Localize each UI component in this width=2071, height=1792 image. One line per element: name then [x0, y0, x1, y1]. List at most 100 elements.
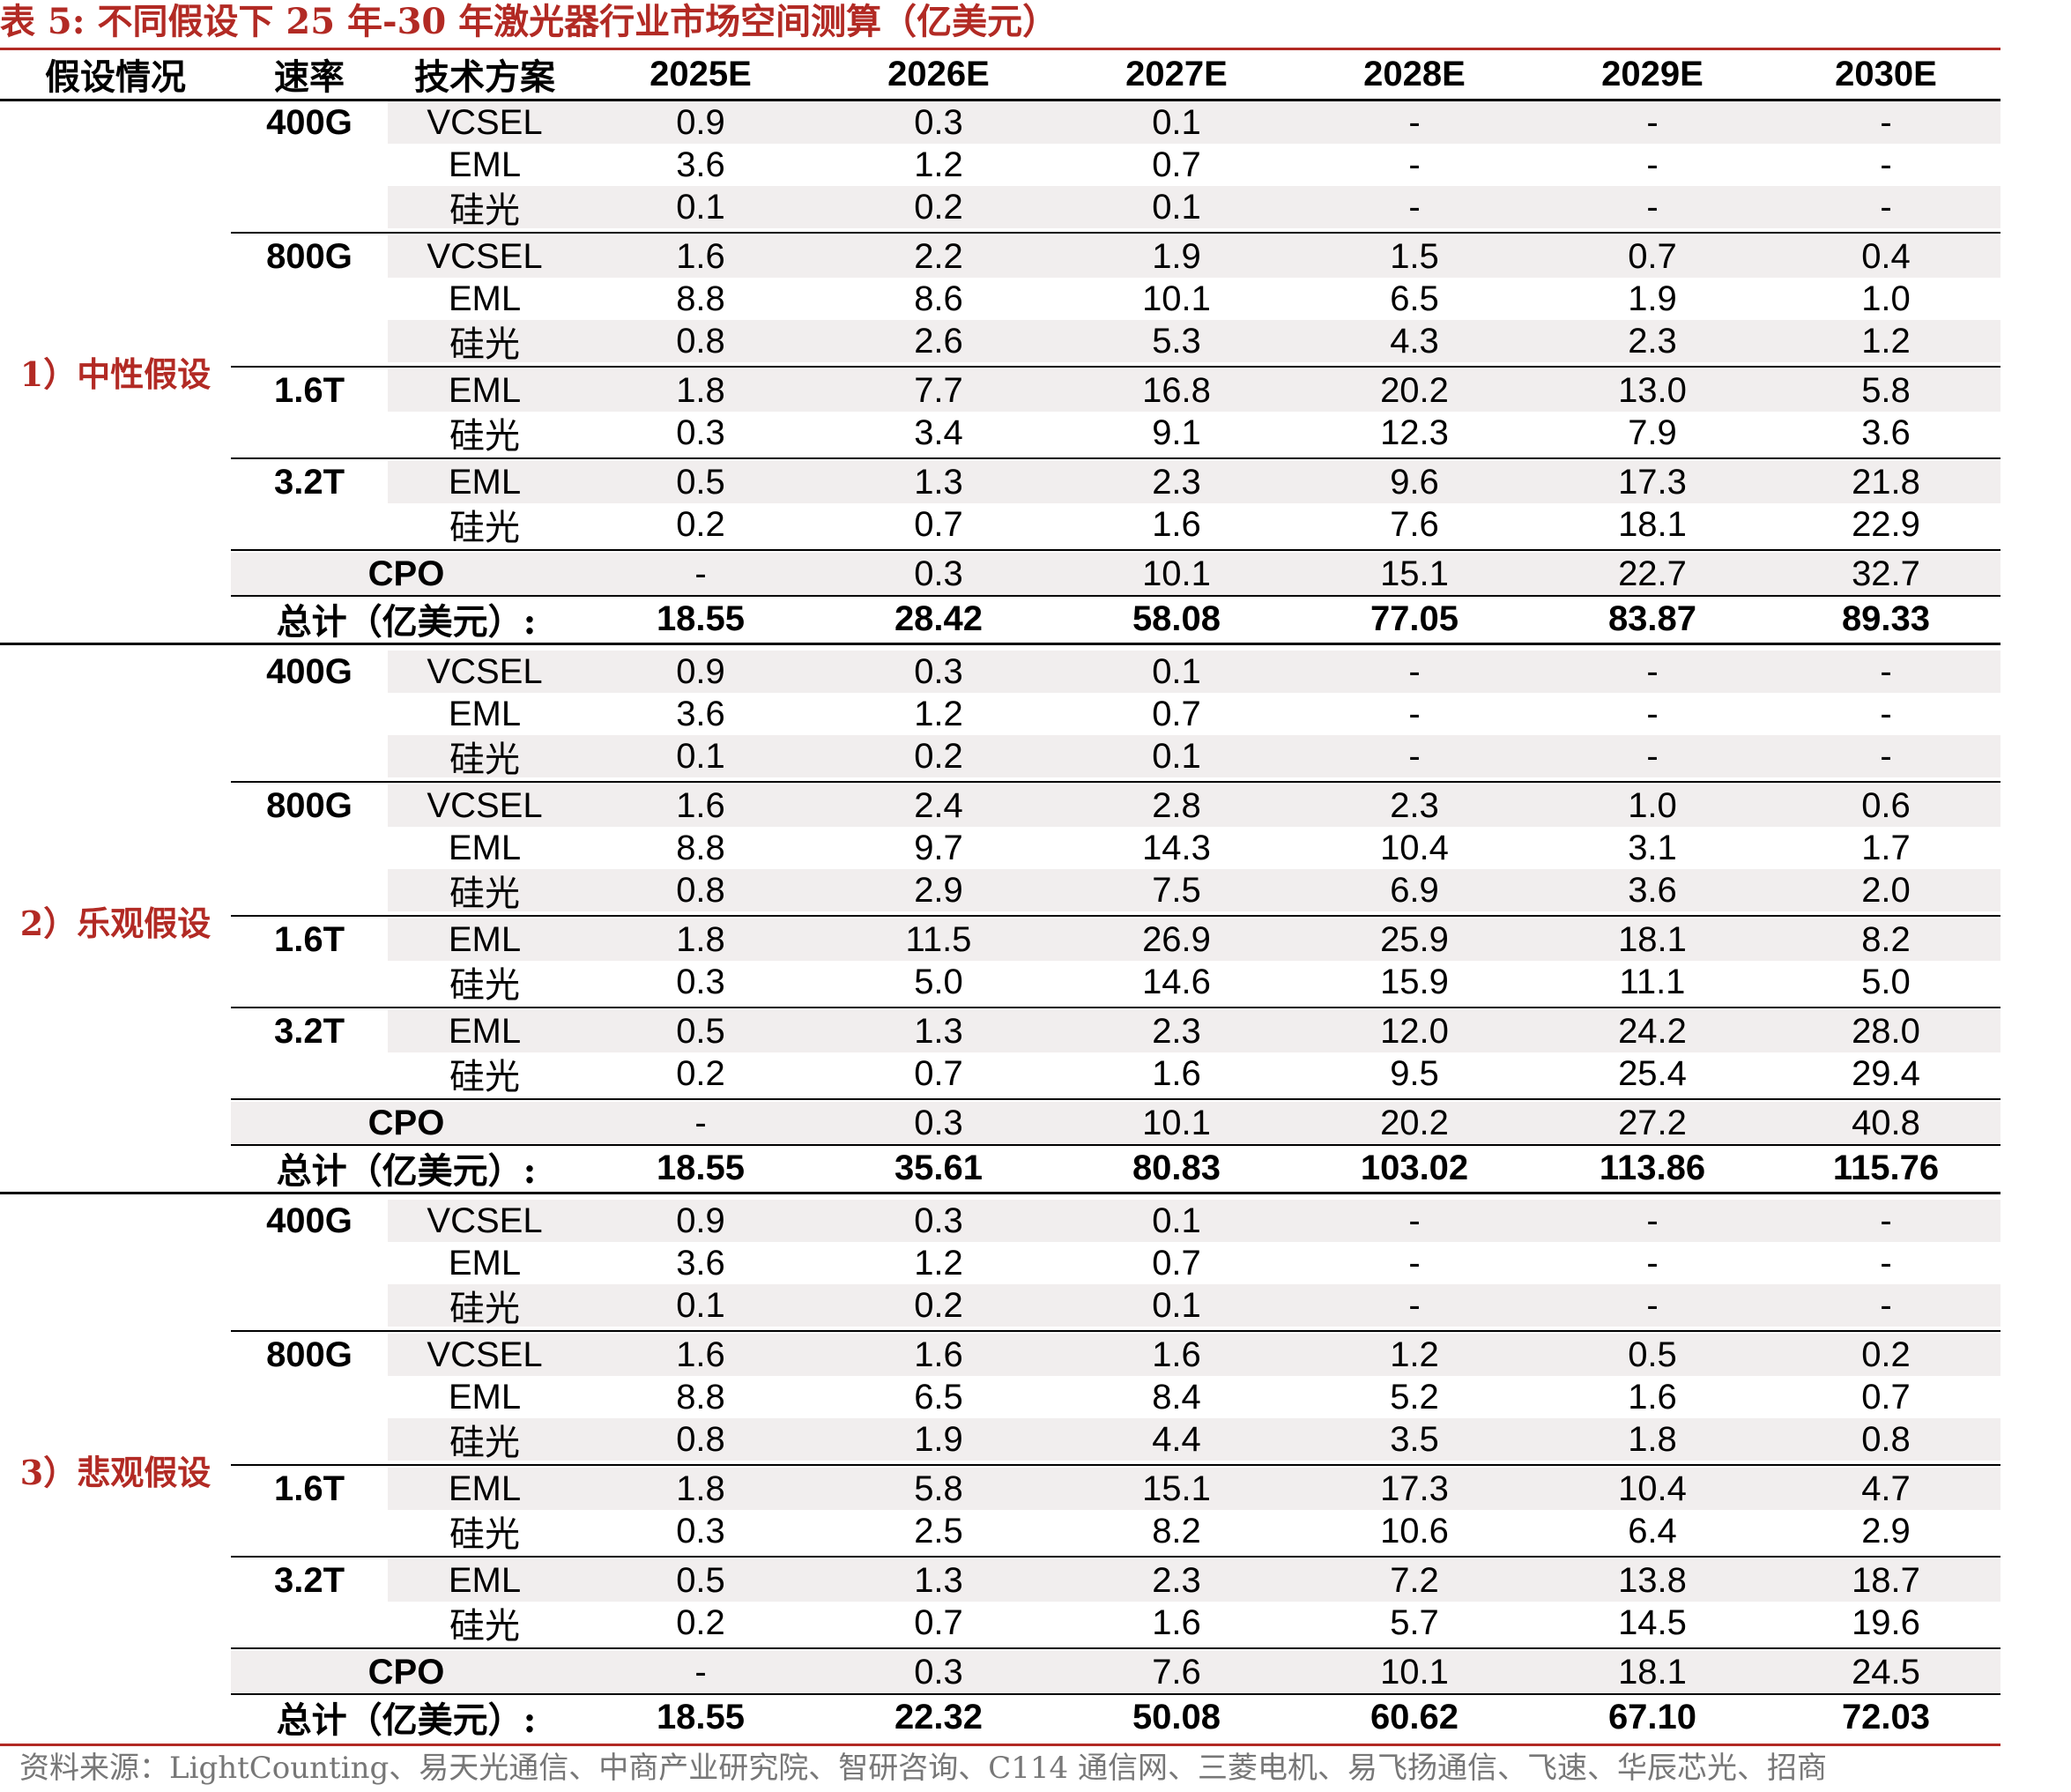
- value-cell: 0.1: [1152, 736, 1201, 776]
- value-cell: 24.2: [1618, 1011, 1687, 1051]
- section-rule: [0, 643, 2000, 645]
- value-cell: 29.4: [1852, 1053, 1920, 1093]
- value-cell: 1.2: [914, 694, 963, 733]
- scenario-label: 3）悲观假设: [19, 1452, 212, 1492]
- total-value-cell: 58.08: [1132, 599, 1221, 638]
- value-cell: 8.8: [676, 279, 725, 318]
- value-cell: 3.6: [676, 694, 725, 733]
- speed-cell: 400G: [266, 102, 353, 142]
- value-cell: -: [1880, 145, 1892, 184]
- value-cell: 1.6: [1628, 1377, 1677, 1416]
- value-cell: 3.1: [1628, 828, 1677, 867]
- value-cell: 1.6: [1152, 1602, 1201, 1642]
- cpo-rule: [231, 1693, 2000, 1695]
- value-cell: -: [1408, 145, 1421, 184]
- speed-cell: 1.6T: [273, 1469, 345, 1508]
- value-cell: 13.8: [1618, 1560, 1687, 1600]
- group-rule: [231, 1647, 2000, 1649]
- header-scenario: 假设情况: [45, 56, 186, 98]
- value-cell: -: [1880, 1243, 1892, 1283]
- value-cell: 2.3: [1152, 1011, 1201, 1051]
- value-cell: 0.7: [914, 1602, 963, 1642]
- cpo-value-cell: 24.5: [1852, 1652, 1920, 1692]
- value-cell: 2.3: [1628, 321, 1677, 361]
- value-cell: 2.0: [1861, 870, 1911, 910]
- footer-rule: [0, 1744, 2000, 1746]
- caption-rule: [0, 48, 2000, 50]
- value-cell: 6.4: [1628, 1511, 1677, 1550]
- value-cell: 0.1: [1152, 651, 1201, 691]
- value-cell: 4.7: [1861, 1469, 1911, 1508]
- value-cell: 0.9: [676, 651, 725, 691]
- value-cell: 15.1: [1142, 1469, 1211, 1508]
- value-cell: 11.5: [905, 919, 972, 959]
- tech-cell: 硅光: [449, 740, 520, 780]
- speed-cell: 1.6T: [273, 919, 345, 959]
- total-value-cell: 18.55: [656, 1697, 746, 1736]
- value-cell: 10.1: [1142, 279, 1211, 318]
- value-cell: 14.5: [1618, 1602, 1687, 1642]
- value-cell: 2.9: [1861, 1511, 1911, 1550]
- group-rule: [231, 549, 2000, 551]
- cpo-row-shade: [231, 1102, 2000, 1144]
- value-cell: 3.6: [676, 145, 725, 184]
- value-cell: 0.1: [1152, 1285, 1201, 1325]
- value-cell: 9.5: [1390, 1053, 1439, 1093]
- value-cell: 0.2: [676, 1053, 725, 1093]
- total-value-cell: 89.33: [1841, 599, 1931, 638]
- tech-cell: EML: [448, 1011, 522, 1051]
- tech-cell: EML: [448, 145, 522, 184]
- value-cell: 1.6: [676, 1335, 725, 1374]
- cpo-value-cell: 7.6: [1152, 1652, 1201, 1692]
- speed-cell: 800G: [266, 1335, 353, 1374]
- speed-cell: 3.2T: [273, 1011, 345, 1051]
- speed-cell: 400G: [266, 1201, 353, 1240]
- value-cell: 8.8: [676, 1377, 725, 1416]
- value-cell: 1.7: [1861, 828, 1911, 867]
- value-cell: -: [1408, 694, 1421, 733]
- cpo-value-cell: 40.8: [1852, 1103, 1920, 1142]
- value-cell: -: [1408, 736, 1421, 776]
- value-cell: 1.6: [676, 785, 725, 825]
- value-cell: 1.9: [1628, 279, 1677, 318]
- tech-cell: 硅光: [449, 1057, 520, 1097]
- speed-cell: 3.2T: [273, 462, 345, 502]
- header-rule: [0, 99, 2000, 101]
- value-cell: 1.2: [1390, 1335, 1439, 1374]
- value-cell: -: [1646, 145, 1659, 184]
- row-shade: [388, 651, 2000, 693]
- value-cell: -: [1646, 1285, 1659, 1325]
- value-cell: 1.8: [1628, 1419, 1677, 1459]
- cpo-value-cell: 27.2: [1618, 1103, 1687, 1142]
- value-cell: 6.9: [1390, 870, 1439, 910]
- cpo-label: CPO: [367, 1103, 445, 1142]
- value-cell: -: [1880, 187, 1892, 227]
- tech-cell: VCSEL: [427, 651, 543, 691]
- value-cell: 0.8: [676, 321, 725, 361]
- value-cell: -: [1646, 102, 1659, 142]
- value-cell: 6.5: [914, 1377, 963, 1416]
- value-cell: 1.2: [914, 145, 963, 184]
- value-cell: 0.3: [676, 1511, 725, 1550]
- value-cell: 0.2: [914, 187, 963, 227]
- value-cell: 3.6: [1628, 870, 1677, 910]
- value-cell: 5.3: [1152, 321, 1201, 361]
- value-cell: 1.8: [676, 1469, 725, 1508]
- value-cell: 0.7: [914, 504, 963, 544]
- value-cell: 0.8: [676, 1419, 725, 1459]
- value-cell: 0.3: [914, 651, 963, 691]
- speed-cell: 800G: [266, 785, 353, 825]
- value-cell: 0.1: [1152, 102, 1201, 142]
- value-cell: 2.8: [1152, 785, 1201, 825]
- value-cell: 1.6: [676, 236, 725, 276]
- value-cell: 10.6: [1380, 1511, 1449, 1550]
- row-shade: [388, 1418, 2000, 1461]
- value-cell: 1.5: [1390, 236, 1439, 276]
- value-cell: -: [1646, 1243, 1659, 1283]
- scenario-label: 2）乐观假设: [19, 903, 212, 943]
- value-cell: -: [1408, 1243, 1421, 1283]
- value-cell: 18.1: [1618, 504, 1687, 544]
- table-header-row: 假设情况 速率 技术方案 2025E 2026E 2027E 2028E 2029E 2030E: [0, 50, 2000, 99]
- value-cell: 3.6: [1861, 413, 1911, 452]
- value-cell: 0.5: [676, 1011, 725, 1051]
